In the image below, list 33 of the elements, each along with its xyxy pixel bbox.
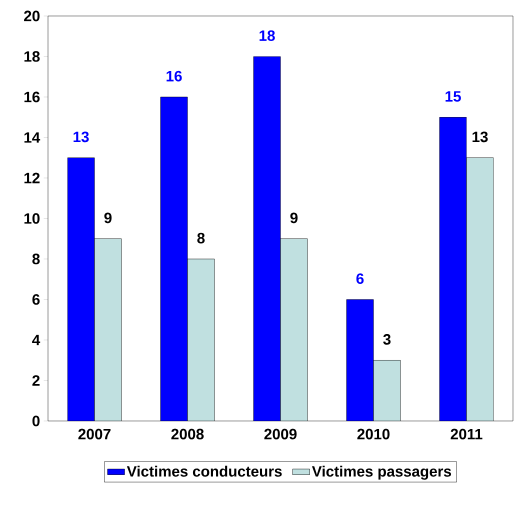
data-label: 16 (166, 70, 182, 82)
y-tick-label: 20 (24, 10, 40, 22)
y-tick-label: 6 (32, 294, 40, 305)
x-tick-label: 2008 (171, 428, 204, 440)
y-tick-label: 4 (32, 334, 40, 346)
data-label: 18 (260, 30, 275, 41)
data-label: 8 (197, 232, 205, 244)
legend-label: Victimes passagers (312, 466, 452, 480)
data-label: 13 (472, 132, 488, 142)
bar (466, 158, 494, 421)
bar (187, 258, 215, 421)
y-tick-label: 12 (24, 172, 40, 184)
x-tick-label: 2010 (357, 428, 390, 440)
data-label: 13 (74, 132, 89, 142)
data-label: 9 (104, 212, 112, 224)
data-label: 15 (446, 91, 461, 102)
legend-label: Victimes conducteurs (126, 466, 282, 477)
x-tick-label: 2009 (264, 428, 297, 440)
y-tick-label: 0 (32, 416, 40, 426)
y-tick-label: 8 (32, 254, 40, 264)
bar (373, 360, 401, 421)
y-tick-label: 14 (24, 132, 40, 143)
y-tick-label: 16 (24, 92, 40, 102)
data-label: 3 (383, 334, 391, 345)
x-tick-label: 2011 (450, 428, 482, 440)
y-tick-label: 18 (24, 51, 40, 62)
data-label: 9 (290, 212, 298, 224)
y-tick-label: 2 (32, 375, 40, 386)
bar (94, 238, 122, 421)
y-tick-label: 10 (24, 213, 40, 224)
data-label: 6 (356, 273, 364, 284)
bar (280, 238, 308, 421)
x-tick-label: 2007 (78, 428, 111, 440)
